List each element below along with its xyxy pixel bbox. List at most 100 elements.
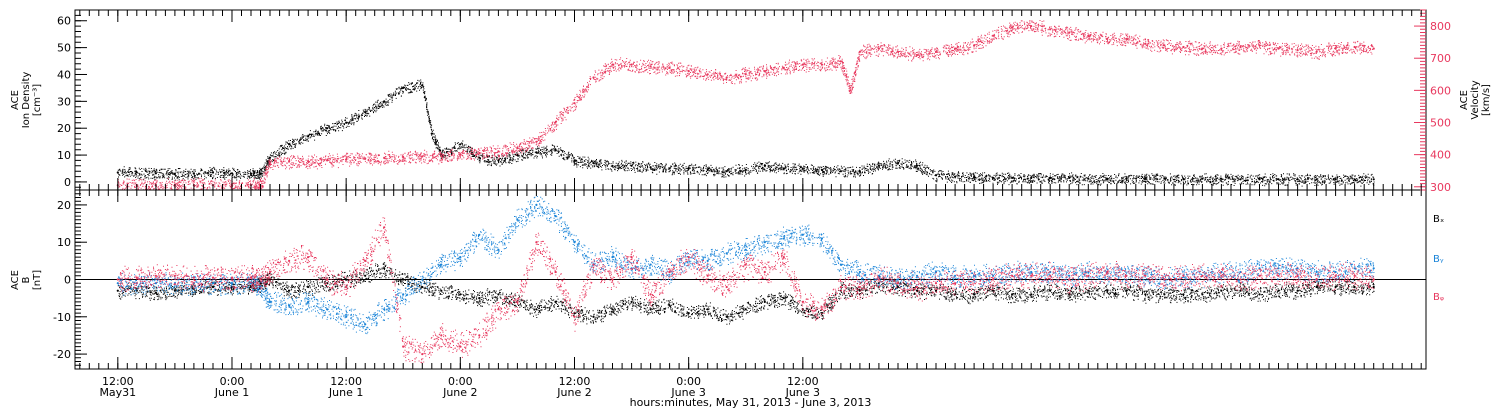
ion-density-series-scatter	[1355, 173, 1375, 187]
by-series-scatter	[1355, 257, 1375, 279]
velocity-series-point	[1068, 31, 1071, 34]
velocity-series-scatter	[669, 61, 690, 78]
velocity-series-scatter	[975, 30, 994, 52]
ion-density-series-scatter	[461, 140, 481, 162]
ion-density-series-scatter	[1278, 173, 1298, 186]
by-series-point	[611, 256, 614, 259]
bx-series-scatter	[766, 291, 785, 310]
by-series-scatter	[745, 235, 766, 260]
ion-density-series-scatter	[1050, 173, 1070, 184]
bz-series	[116, 217, 1375, 364]
ion-density-series-scatter	[1203, 173, 1223, 186]
velocity-series-scatter	[1202, 41, 1223, 56]
velocity-series-point	[1258, 44, 1261, 47]
y-tick-label: 10	[57, 149, 71, 162]
y-tick-label: -10	[53, 311, 71, 324]
velocity-y-title-line: ACE	[1459, 90, 1470, 110]
by-series-scatter	[822, 233, 842, 272]
ion-density-series-scatter	[1107, 173, 1128, 185]
ion-density-series-point	[725, 170, 728, 173]
by-series-point	[116, 282, 119, 285]
velocity-series-scatter	[155, 178, 176, 190]
velocity-series-point	[1334, 47, 1337, 50]
y-minor-ticks-0-right	[1420, 9, 1426, 191]
velocity-series-point	[687, 70, 690, 73]
bz-series-point	[649, 293, 652, 296]
by-series-point	[364, 323, 367, 326]
velocity-series-scatter	[403, 150, 423, 165]
ion-density-series-scatter	[993, 172, 1013, 186]
by-series-scatter	[1297, 259, 1318, 283]
bz-series-scatter	[403, 335, 423, 364]
velocity-series-scatter	[194, 177, 214, 190]
bx-series-scatter	[308, 277, 328, 296]
velocity-series-point	[1011, 26, 1014, 29]
ion-density-series-point	[706, 168, 709, 171]
bx-series-scatter	[289, 280, 309, 299]
bz-series-point	[1087, 274, 1090, 277]
bz-series-point	[611, 278, 614, 281]
bz-series-scatter	[574, 261, 595, 332]
velocity-series-scatter	[232, 179, 252, 190]
bz-series-scatter	[384, 224, 405, 353]
bz-series-scatter	[1335, 261, 1356, 290]
field-panel-data	[75, 196, 1426, 364]
bz-series-scatter	[156, 264, 176, 289]
ion-density-series-point	[649, 166, 652, 169]
bz-series-scatter	[974, 267, 994, 294]
plasma-y-title-line: Ion Density	[21, 72, 32, 129]
plasma-y-title-line: ACE	[10, 90, 21, 110]
ion-density-series-point	[1011, 176, 1014, 179]
bz-series-scatter	[993, 263, 1013, 293]
ion-density-series-point	[1030, 176, 1033, 179]
bz-series-point	[858, 285, 862, 289]
bx-series-point	[535, 308, 538, 311]
velocity-series-scatter	[1069, 26, 1089, 44]
x-tick-date-label: June 2	[442, 386, 477, 399]
bz-series-scatter	[803, 293, 823, 321]
ion-density-series-scatter	[898, 158, 918, 172]
bz-series-scatter	[1240, 265, 1261, 291]
ion-density-series-scatter	[556, 145, 576, 166]
by-series-scatter	[574, 235, 594, 273]
velocity-series-point	[1030, 25, 1033, 28]
bz-series-scatter	[365, 217, 386, 271]
ion-density-series-scatter	[1316, 174, 1337, 186]
by-series-scatter	[1202, 262, 1223, 289]
bx-series-scatter	[669, 298, 690, 318]
by-series-point	[554, 215, 557, 218]
by-series-scatter	[479, 228, 499, 258]
ion-density-series-scatter	[1298, 173, 1318, 187]
bx-series-scatter	[822, 282, 842, 320]
velocity-series-point	[1239, 45, 1242, 49]
by-series-scatter	[1316, 260, 1336, 283]
bz-series-point	[668, 270, 671, 274]
by-series-point	[1315, 270, 1318, 274]
x-tick-date-label: May31	[99, 386, 136, 399]
bz-series-point	[915, 285, 919, 289]
by-series-scatter	[1221, 261, 1242, 283]
ion-density-series-scatter	[974, 172, 994, 184]
bz-series-scatter	[308, 249, 329, 286]
bz-series-point	[1277, 274, 1280, 277]
bx-series-point	[211, 285, 215, 289]
x-tick-time-label: 12:00	[330, 375, 362, 388]
bx-series-point	[1087, 289, 1090, 292]
bx-series-point	[934, 289, 938, 292]
by-series-point	[211, 282, 215, 285]
velocity-series-point	[1277, 47, 1280, 50]
bx-series-scatter	[1012, 287, 1032, 304]
bz-series-scatter	[764, 249, 785, 284]
ion-density-series-scatter	[1259, 173, 1280, 187]
bx-series-scatter	[479, 288, 499, 307]
velocity-series-scatter	[175, 177, 195, 190]
by-series-point	[459, 256, 462, 259]
ion-density-series-point	[1125, 177, 1128, 180]
bx-series-scatter	[441, 285, 461, 302]
by-series-scatter	[460, 231, 480, 267]
bz-series-point	[687, 256, 690, 259]
bx-series-point	[307, 285, 310, 289]
by-series-point	[839, 263, 843, 266]
bx-series-scatter	[650, 298, 671, 315]
